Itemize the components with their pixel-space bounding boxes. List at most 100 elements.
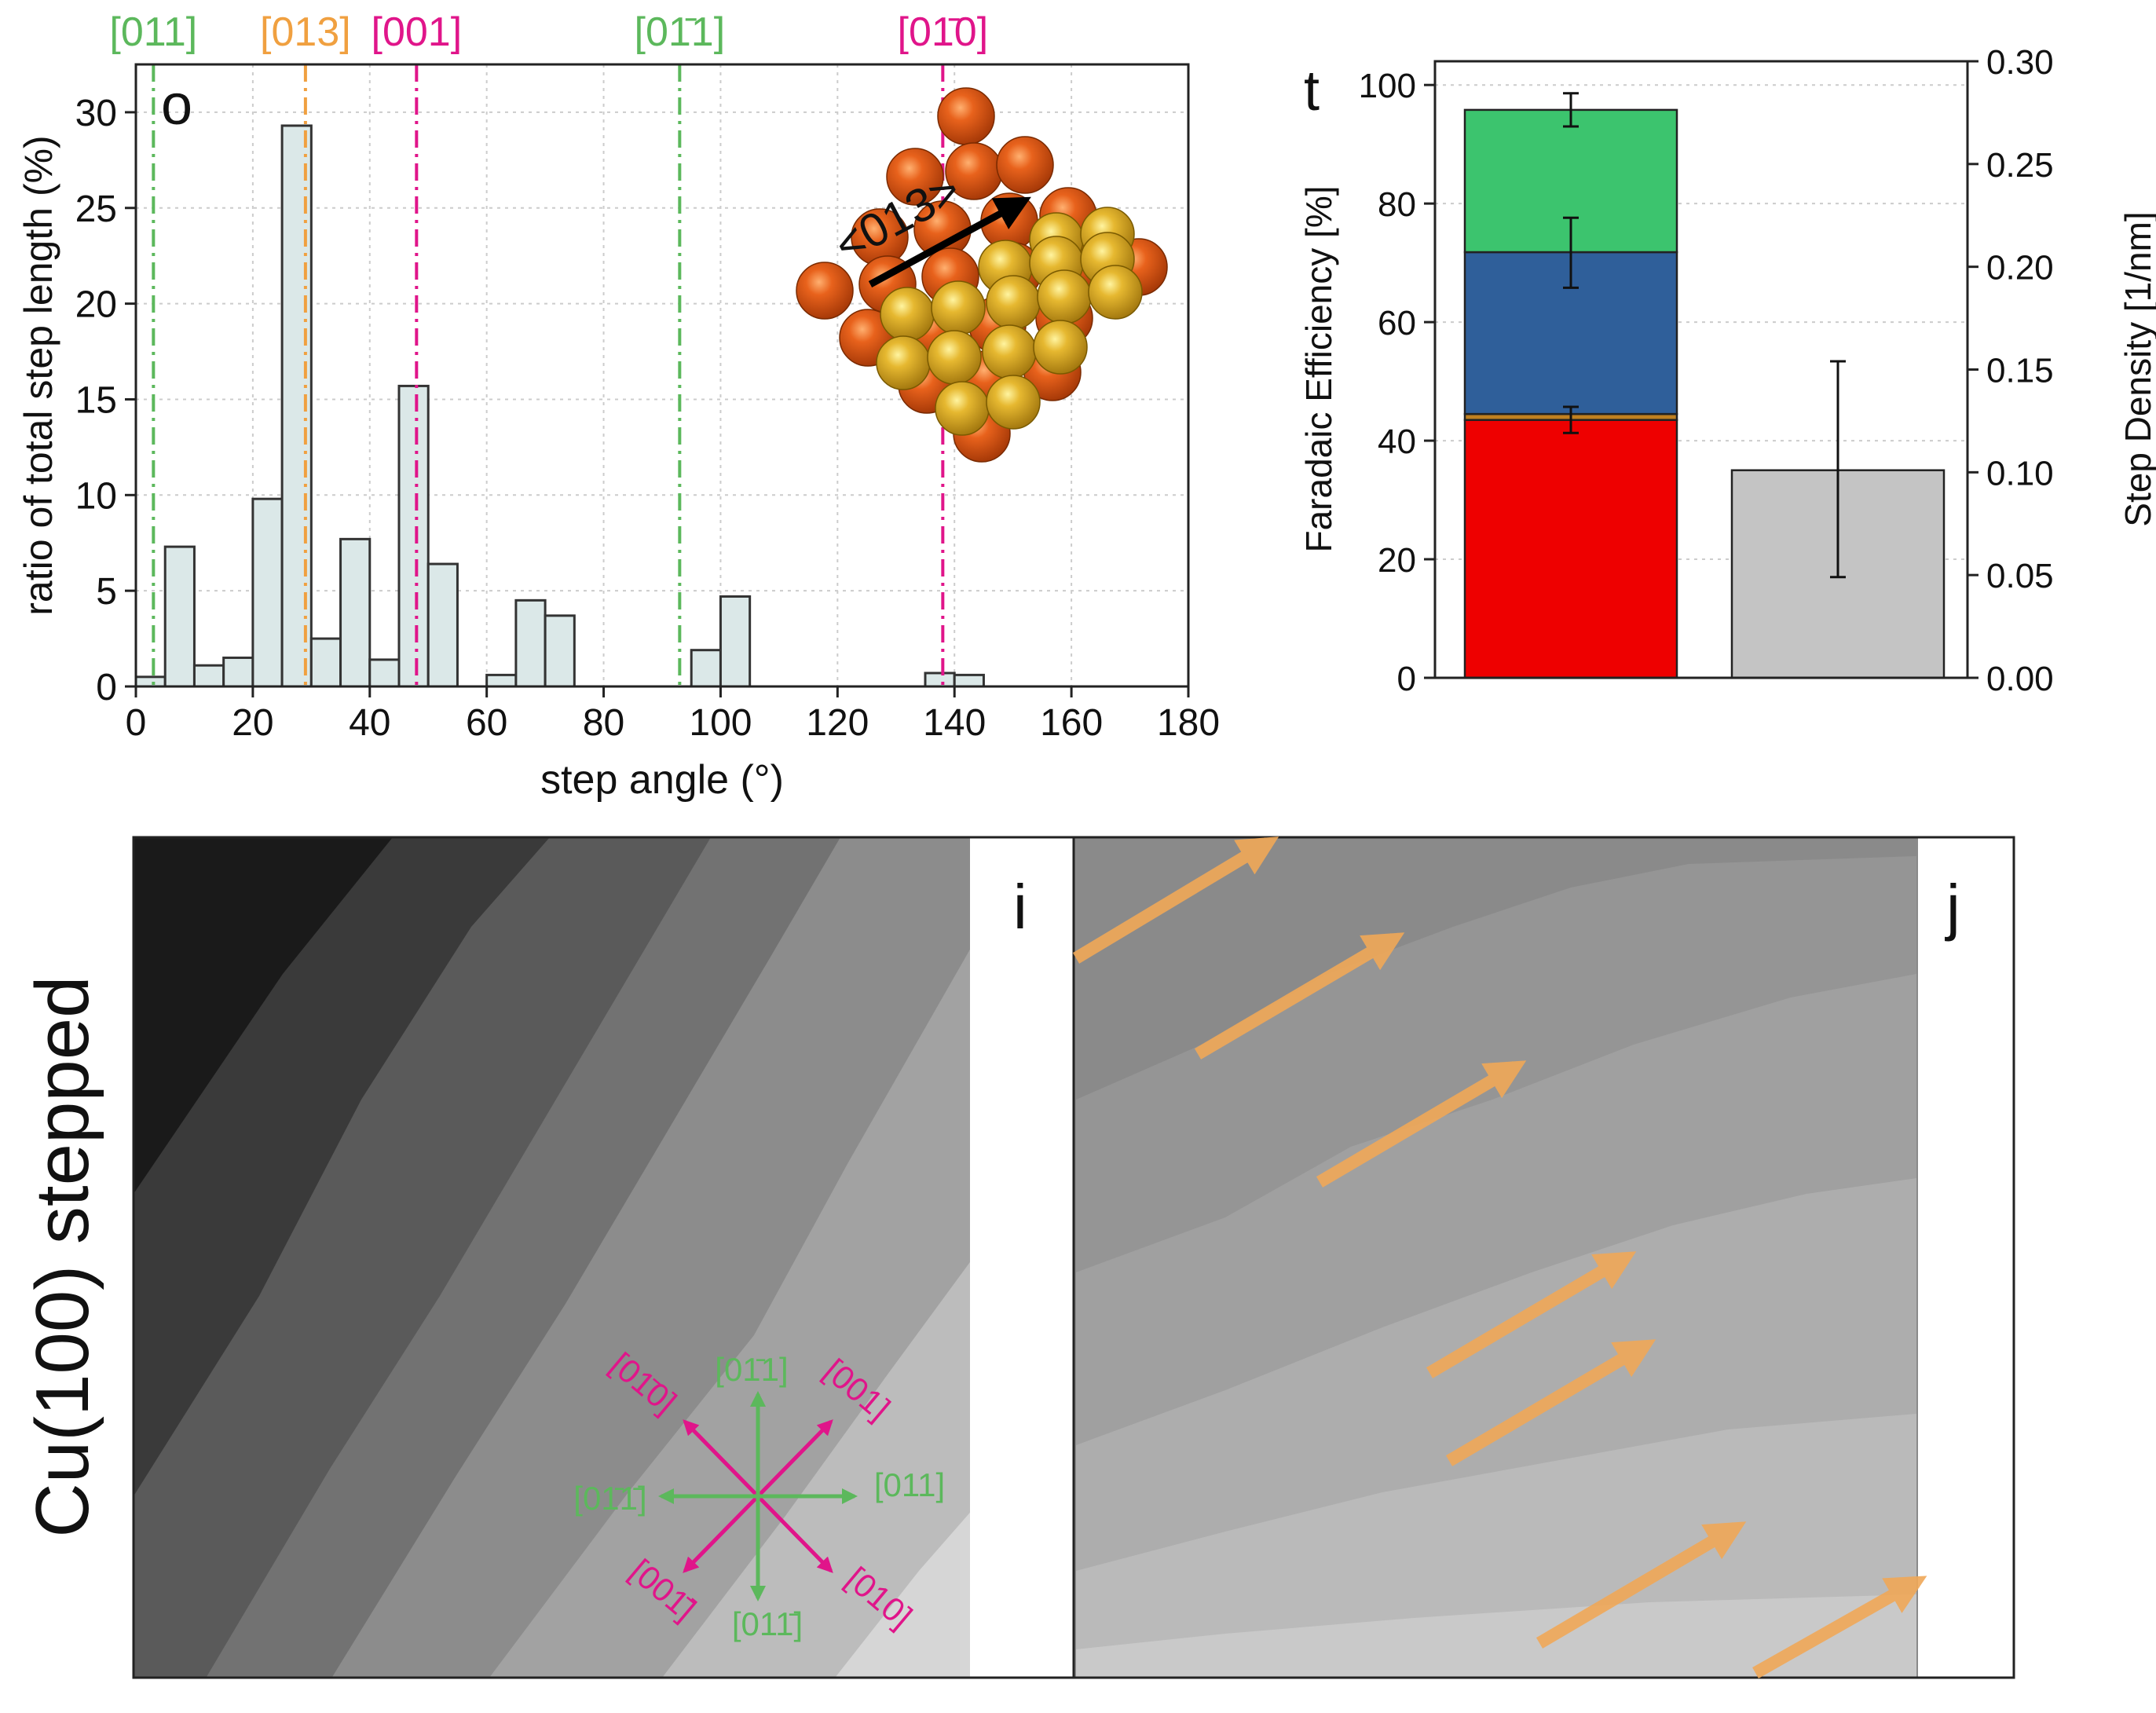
t-y2-tick-label: 0.05 — [1986, 557, 2054, 595]
sample-side-label: Cu(100) stepped — [20, 975, 104, 1537]
o-y-tick-label: 15 — [75, 379, 117, 421]
t-panel-letter: t — [1304, 60, 1320, 123]
o-bar — [251, 497, 284, 688]
o-bars — [134, 124, 985, 688]
panel-j-frame — [1072, 836, 2015, 1679]
step-direction-arrow — [1752, 1576, 1927, 1678]
o-bar — [924, 672, 956, 688]
au-atom — [927, 330, 982, 385]
terrace-j-5 — [1076, 1594, 1916, 1678]
o-bar — [719, 595, 752, 688]
step-direction-arrow — [1445, 1339, 1656, 1466]
step-direction-arrow — [1426, 1251, 1637, 1378]
cu-atom — [886, 148, 944, 206]
t-bars — [1463, 92, 1946, 679]
panel-j-stm-image: j — [1072, 836, 2015, 1679]
compass-label: [011] — [874, 1466, 945, 1503]
au-atom — [1037, 269, 1092, 324]
cu-atom — [996, 136, 1054, 194]
o-y-axis: 0 5 10 15 20 25 30 — [75, 93, 136, 708]
step-direction-arrow — [1316, 1060, 1527, 1188]
t-y-axis-title: Faradaic Efficiency [%] — [1298, 185, 1339, 552]
o-bar — [339, 537, 372, 688]
t-right-axis: 0.00 0.05 0.10 0.15 0.20 0.25 0.30 — [1967, 43, 2054, 698]
o-x-axis: 0 20 40 60 80 100 120 140 160 180 — [126, 686, 1220, 744]
o-x-tick-label: 60 — [466, 702, 507, 744]
t-y2-tick-label: 0.20 — [1986, 249, 2054, 287]
o-bar — [953, 673, 985, 688]
o-y-tick-label: 10 — [75, 475, 117, 517]
au-atom — [986, 375, 1041, 430]
o-x-tick-label: 100 — [689, 702, 752, 744]
t-y2-tick-label: 0.10 — [1986, 454, 2054, 492]
compass-label: [01̄1̄] — [573, 1480, 646, 1517]
step-direction-arrow — [1072, 836, 1279, 964]
o-x-tick-label: 160 — [1040, 702, 1103, 744]
o-x-axis-title: step angle (°) — [540, 757, 784, 803]
o-bar — [222, 656, 254, 688]
o-x-tick-label: 0 — [126, 702, 147, 744]
o-reference-label: [013] — [260, 9, 351, 55]
au-atom — [1033, 320, 1088, 375]
o-x-tick-label: 40 — [349, 702, 390, 744]
o-y-axis-title: ratio of total step length (%) — [16, 135, 60, 615]
o-panel-letter: o — [161, 74, 192, 137]
o-bar — [485, 673, 518, 688]
panel-o-histogram: [011] [013] [001] [01̄1] [01̄0] 0 20 40 60 80 100… — [16, 9, 1220, 803]
o-bar — [163, 545, 196, 688]
o-bar — [309, 637, 342, 688]
o-y-tick-label: 25 — [75, 189, 117, 230]
panel-t-chart: 0 20 40 60 80 100 0.00 0.05 0.10 0.15 0.20 0.25 0.3… — [1298, 43, 2156, 698]
o-x-tick-label: 180 — [1157, 702, 1220, 744]
o-y-tick-label: 30 — [75, 93, 117, 134]
t-y-tick-label: 100 — [1359, 67, 1416, 105]
compass-label: [01̄1] — [715, 1351, 788, 1388]
o-bar — [514, 598, 547, 688]
o-bar — [397, 384, 430, 688]
o-bar — [690, 649, 722, 688]
t-y2-tick-label: 0.15 — [1986, 352, 2054, 390]
o-y-tick-label: 5 — [96, 571, 117, 613]
panel-i-stm-image: i [01̄0] [001] [010] [001̄] [01̄1] [011]… — [132, 836, 1078, 1679]
inset-direction-arrow — [868, 196, 1031, 287]
o-y-tick-label: 0 — [96, 667, 117, 708]
au-atom — [935, 381, 990, 436]
t-y-tick-label: 0 — [1397, 660, 1416, 698]
t-y2-tick-label: 0.30 — [1986, 43, 2054, 82]
o-x-tick-label: 120 — [806, 702, 869, 744]
t-y2-tick-label: 0.00 — [1986, 660, 2054, 698]
terrace-6 — [662, 1261, 970, 1678]
t-y-tick-label: 20 — [1378, 541, 1416, 580]
t-y2-tick-label: 0.25 — [1986, 146, 2054, 185]
step-direction-arrow — [1194, 932, 1405, 1060]
t-y-tick-label: 60 — [1378, 304, 1416, 342]
au-atom — [986, 275, 1041, 330]
au-atom — [876, 335, 931, 390]
au-atom — [982, 324, 1037, 379]
au-atom — [880, 287, 935, 342]
o-bar — [192, 664, 225, 688]
step-direction-arrow — [1536, 1521, 1747, 1649]
o-reference-label: [001] — [372, 9, 463, 55]
o-reference-label: [01̄0] — [898, 9, 989, 55]
t-y-tick-label: 40 — [1378, 423, 1416, 461]
cu-atom — [937, 87, 995, 145]
t-left-axis: 0 20 40 60 80 100 — [1359, 67, 1435, 698]
o-x-tick-label: 140 — [923, 702, 986, 744]
cu-atom — [796, 262, 854, 320]
terrace-7 — [835, 1512, 970, 1678]
fe-segment — [1463, 419, 1678, 679]
o-reference-label: [01̄1] — [635, 9, 726, 55]
o-reference-lines: [011] [013] [001] [01̄1] [01̄0] — [109, 9, 988, 686]
step-direction-arrows — [1072, 836, 1927, 1678]
t-y2-axis-title: Step Density [1/nm] — [2118, 211, 2156, 526]
o-bar — [368, 658, 401, 688]
o-y-tick-label: 20 — [75, 284, 117, 326]
au-atom — [1088, 265, 1143, 320]
o-x-tick-label: 20 — [232, 702, 273, 744]
o-bar — [544, 614, 576, 688]
o-reference-label: [011] — [109, 9, 197, 55]
o-plot-frame — [134, 63, 1190, 688]
t-y-tick-label: 80 — [1378, 185, 1416, 224]
